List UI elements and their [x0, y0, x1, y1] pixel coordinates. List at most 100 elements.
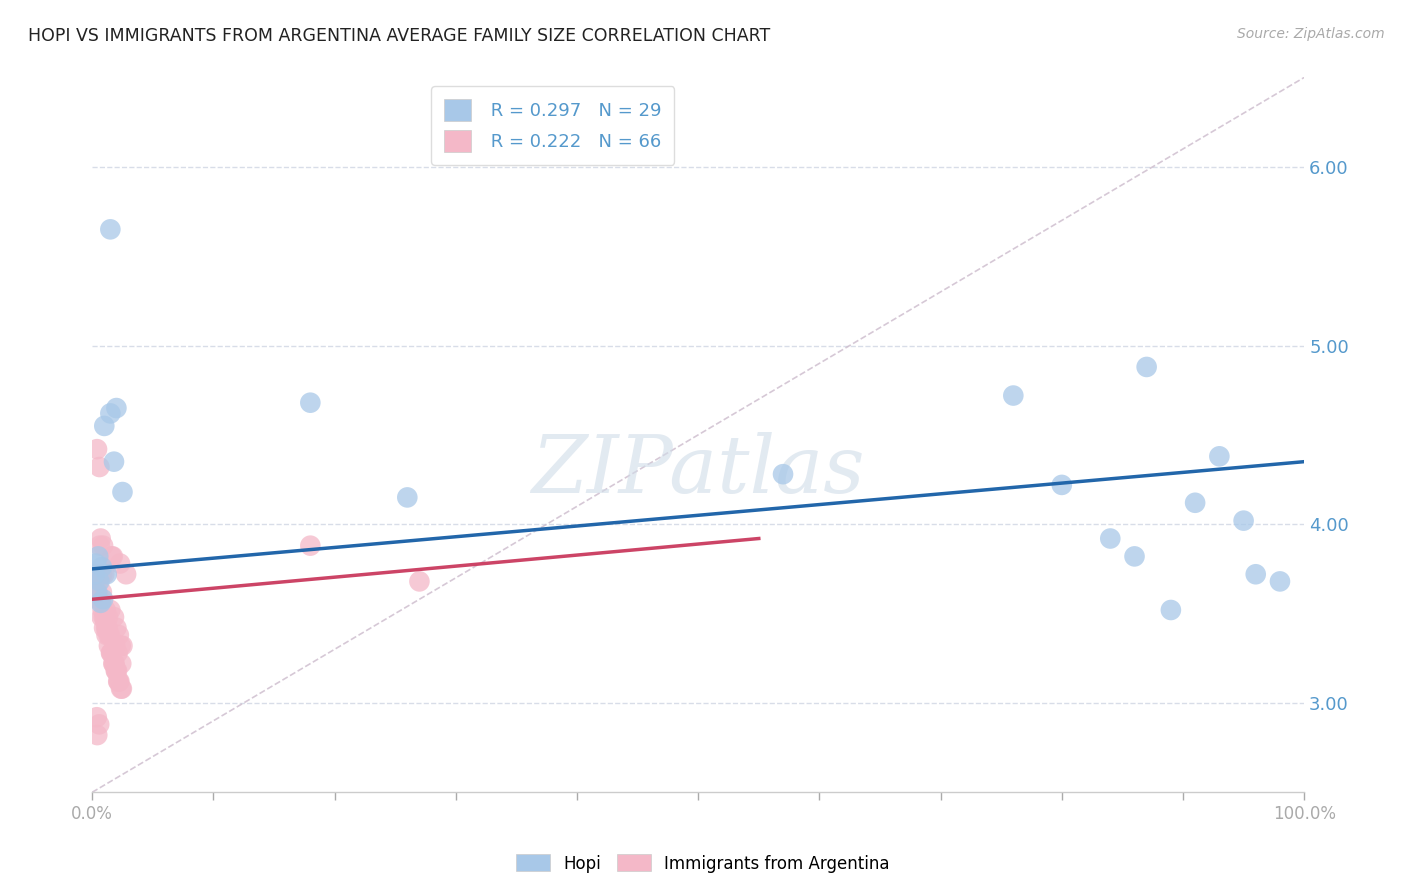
Point: [111, 485, 134, 500]
Point: [89, 574, 111, 589]
Point: [107, 674, 129, 689]
Point: [87, 592, 110, 607]
Point: [91, 567, 114, 582]
Point: [104, 639, 127, 653]
Point: [89, 717, 111, 731]
Point: [107, 674, 129, 689]
Point: [84, 585, 107, 599]
Point: [408, 574, 430, 589]
Point: [110, 639, 132, 653]
Point: [84, 557, 107, 571]
Point: [108, 628, 131, 642]
Point: [86, 585, 108, 599]
Point: [98, 628, 121, 642]
Point: [1050, 478, 1073, 492]
Point: [86, 585, 108, 599]
Point: [1233, 514, 1256, 528]
Legend: Hopi, Immigrants from Argentina: Hopi, Immigrants from Argentina: [510, 847, 896, 880]
Point: [93, 610, 115, 624]
Point: [90, 585, 112, 599]
Point: [104, 664, 127, 678]
Point: [93, 621, 115, 635]
Point: [111, 639, 134, 653]
Point: [87, 549, 110, 564]
Point: [90, 532, 112, 546]
Point: [105, 664, 128, 678]
Point: [87, 574, 110, 589]
Point: [100, 646, 122, 660]
Point: [91, 592, 114, 607]
Point: [90, 560, 112, 574]
Point: [93, 567, 115, 582]
Point: [103, 657, 125, 671]
Point: [90, 596, 112, 610]
Point: [96, 621, 118, 635]
Point: [89, 592, 111, 607]
Point: [97, 628, 120, 642]
Point: [84, 567, 107, 582]
Point: [94, 621, 117, 635]
Point: [98, 603, 121, 617]
Point: [89, 460, 111, 475]
Point: [96, 621, 118, 635]
Point: [91, 539, 114, 553]
Point: [90, 567, 112, 582]
Point: [299, 539, 322, 553]
Point: [111, 681, 134, 696]
Text: ZIPatlas: ZIPatlas: [531, 432, 865, 509]
Point: [101, 549, 124, 564]
Point: [396, 491, 419, 505]
Legend:  R = 0.297   N = 29,  R = 0.222   N = 66: R = 0.297 N = 29, R = 0.222 N = 66: [432, 87, 675, 165]
Point: [1268, 574, 1291, 589]
Point: [108, 557, 131, 571]
Point: [90, 610, 112, 624]
Text: Source: ZipAtlas.com: Source: ZipAtlas.com: [1237, 27, 1385, 41]
Point: [110, 657, 132, 671]
Point: [98, 222, 121, 236]
Point: [97, 610, 120, 624]
Point: [83, 567, 105, 582]
Point: [98, 406, 121, 420]
Point: [103, 455, 125, 469]
Point: [94, 610, 117, 624]
Point: [97, 639, 120, 653]
Point: [1208, 450, 1230, 464]
Point: [93, 418, 115, 433]
Point: [107, 646, 129, 660]
Point: [105, 664, 128, 678]
Point: [83, 574, 105, 589]
Point: [94, 603, 117, 617]
Point: [96, 628, 118, 642]
Point: [299, 395, 322, 409]
Point: [103, 610, 125, 624]
Point: [105, 401, 128, 415]
Point: [1136, 359, 1159, 374]
Point: [1002, 388, 1025, 402]
Point: [1123, 549, 1146, 564]
Point: [86, 585, 108, 599]
Point: [89, 539, 111, 553]
Point: [115, 567, 138, 582]
Text: HOPI VS IMMIGRANTS FROM ARGENTINA AVERAGE FAMILY SIZE CORRELATION CHART: HOPI VS IMMIGRANTS FROM ARGENTINA AVERAG…: [28, 27, 770, 45]
Point: [108, 674, 131, 689]
Point: [105, 621, 128, 635]
Point: [101, 646, 124, 660]
Point: [1244, 567, 1267, 582]
Point: [91, 603, 114, 617]
Point: [1099, 532, 1122, 546]
Point: [772, 467, 794, 482]
Point: [83, 574, 105, 589]
Point: [84, 567, 107, 582]
Point: [110, 681, 132, 696]
Point: [103, 657, 125, 671]
Point: [104, 657, 127, 671]
Point: [1184, 496, 1206, 510]
Point: [86, 728, 108, 742]
Point: [86, 710, 108, 724]
Point: [87, 592, 110, 607]
Point: [100, 646, 122, 660]
Point: [1160, 603, 1182, 617]
Point: [96, 567, 118, 582]
Point: [86, 442, 108, 457]
Point: [100, 549, 122, 564]
